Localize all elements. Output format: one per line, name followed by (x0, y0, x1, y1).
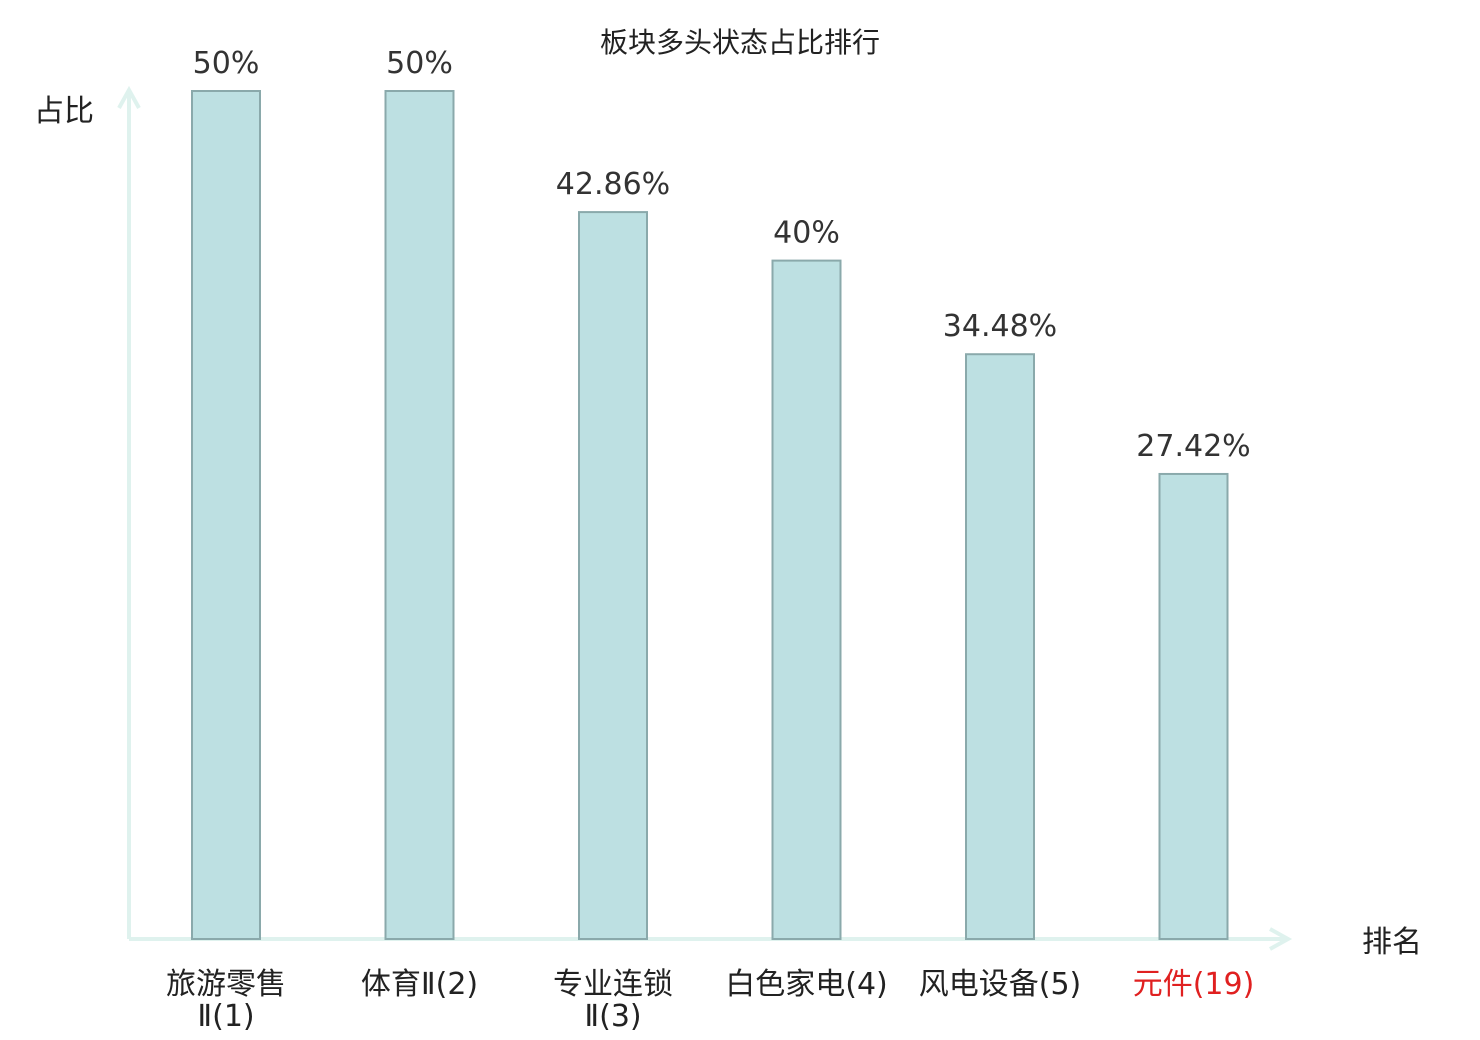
bar (1158, 472, 1229, 940)
x-tick-label: 白色家电(4) (725, 967, 888, 1002)
bar (965, 353, 1035, 941)
x-tick-label: 元件(19) (1133, 967, 1255, 1002)
bar (771, 259, 842, 941)
x-axis-label: 排名 (1362, 925, 1422, 960)
x-tick-label: 专业连锁 (553, 967, 673, 1002)
bar (191, 90, 261, 940)
x-axis-arrow (1269, 927, 1293, 951)
x-tick-label: 体育Ⅱ(2) (361, 967, 478, 1002)
data-label: 27.42% (1136, 429, 1250, 464)
data-label: 50% (193, 46, 260, 81)
x-tick-label: 风电设备(5) (919, 967, 1082, 1002)
data-label: 34.48% (943, 309, 1057, 344)
data-label: 40% (773, 216, 840, 251)
x-tick-label: Ⅱ(3) (584, 999, 641, 1034)
chart-title: 板块多头状态占比排行 (600, 26, 880, 59)
axes (117, 85, 1293, 951)
data-label: 42.86% (556, 167, 670, 202)
x-tick-label: 旅游零售 (166, 967, 286, 1002)
y-axis-label: 占比 (34, 94, 94, 129)
x-tick-label: Ⅱ(1) (197, 999, 254, 1034)
bars (191, 90, 1229, 941)
bar (578, 211, 648, 940)
bar (384, 90, 455, 940)
data-label: 50% (386, 46, 453, 81)
value-labels: 50% 50% 42.86% 40% 34.48% 27.42% (193, 46, 1251, 464)
y-axis-arrow (117, 85, 141, 109)
